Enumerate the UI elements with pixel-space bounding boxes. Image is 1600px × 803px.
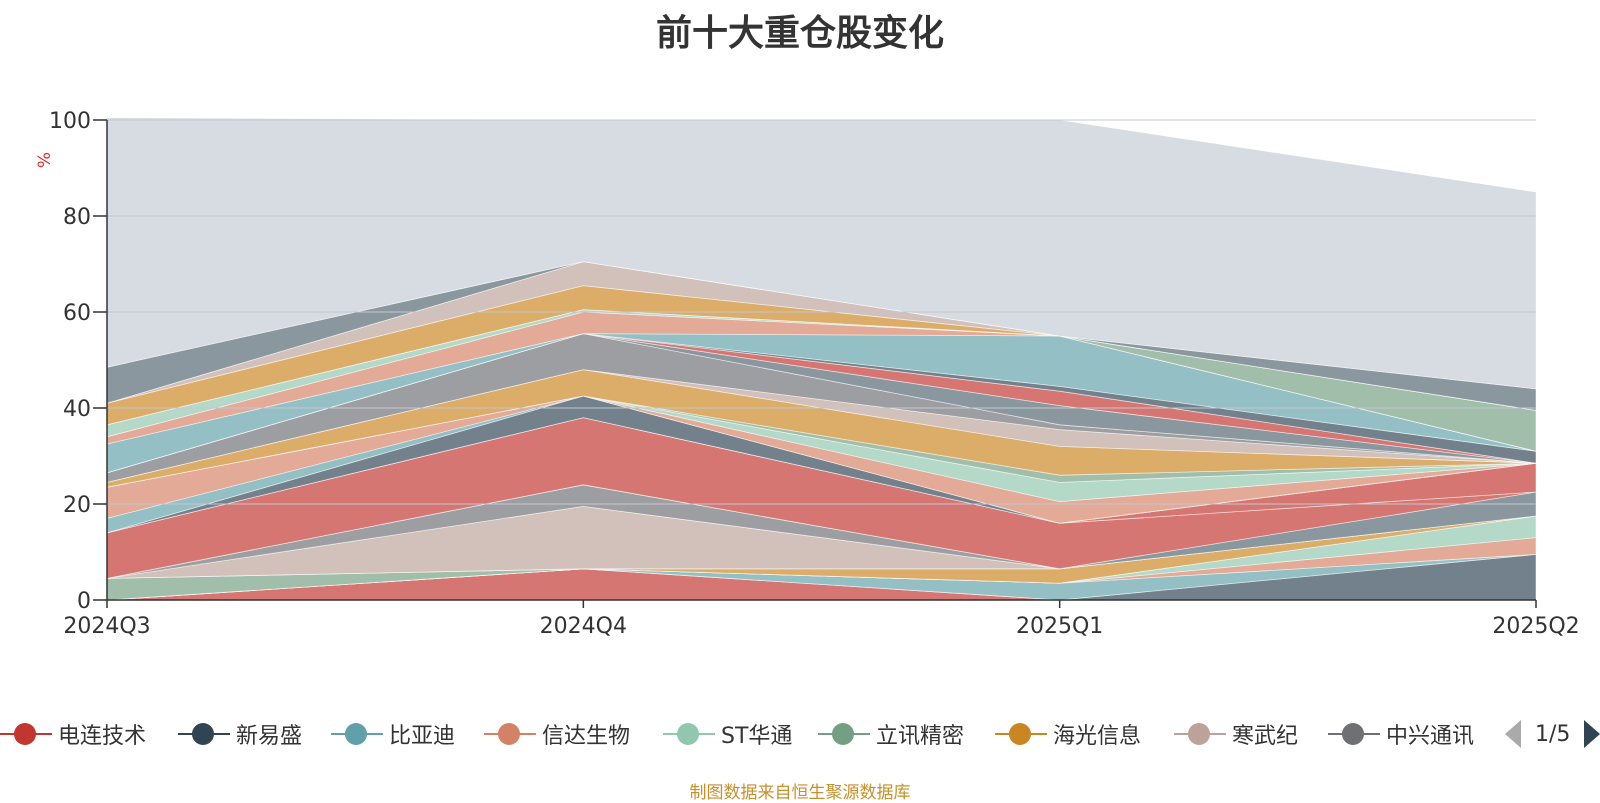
legend-label: 新易盛 (236, 724, 303, 749)
x-tick-label: 2024Q4 (540, 614, 627, 639)
legend-label: 信达生物 (542, 724, 631, 749)
legend: 电连技术 新易盛 比亚迪 信达生物 ST华通 立讯精密 海光信息 寒武纪 中兴通讯 (0, 714, 1600, 754)
area-chart: 0 20 40 60 80 100 2024Q3 2024Q4 2025Q1 2025Q2% (35, 109, 1580, 639)
source-note: 制图数据来自恒生聚源数据库 (689, 783, 911, 803)
legend-prev-arrow-icon[interactable] (1505, 720, 1521, 748)
y-tick-label: 80 (63, 205, 91, 230)
legend-marker-icon (331, 722, 383, 746)
y-tick-label: 100 (49, 109, 91, 134)
legend-item[interactable]: 电连技术 (0, 714, 146, 754)
legend-next-arrow-icon[interactable] (1584, 720, 1600, 748)
chart-areas (106, 117, 1537, 601)
legend-item[interactable]: 立讯精密 (818, 714, 964, 754)
x-tick-label: 2024Q3 (63, 614, 150, 639)
legend-page-indicator: 1/5 (1535, 721, 1571, 747)
legend-marker-icon (1328, 722, 1380, 746)
legend-marker-icon (995, 722, 1047, 746)
legend-item[interactable]: 中兴通讯 (1328, 714, 1474, 754)
legend-marker-icon (484, 722, 536, 746)
legend-item[interactable]: 新易盛 (178, 714, 302, 754)
legend-label: 比亚迪 (389, 724, 456, 749)
x-tick-label: 2025Q1 (1016, 614, 1103, 639)
legend-marker-icon (663, 722, 715, 746)
grid-lines (107, 119, 1536, 505)
legend-pager: 1/5 (1505, 714, 1600, 754)
legend-label: 立讯精密 (876, 724, 965, 749)
legend-item[interactable]: 比亚迪 (331, 714, 455, 754)
legend-label: 中兴通讯 (1386, 724, 1475, 749)
y-tick-label: 40 (63, 397, 91, 422)
y-tick-label: 60 (63, 301, 91, 326)
legend-label: 寒武纪 (1232, 724, 1299, 749)
legend-marker-icon (1174, 722, 1226, 746)
chart-title: 前十大重仓股变化 (655, 13, 944, 54)
legend-marker-icon (0, 722, 52, 746)
legend-marker-icon (178, 722, 230, 746)
legend-item[interactable]: 信达生物 (484, 714, 630, 754)
y-axis-label: % (35, 152, 55, 168)
y-tick-label: 0 (77, 589, 91, 614)
legend-label: 电连技术 (58, 724, 147, 749)
axes: 0 20 40 60 80 100 2024Q3 2024Q4 2025Q1 2025Q2% (35, 109, 1580, 639)
legend-label: 海光信息 (1053, 724, 1142, 749)
legend-item[interactable]: ST华通 (663, 714, 792, 754)
legend-item[interactable]: 寒武纪 (1174, 714, 1298, 754)
legend-label: ST华通 (721, 724, 793, 749)
legend-item[interactable]: 海光信息 (995, 714, 1141, 754)
y-tick-label: 20 (63, 493, 91, 518)
x-tick-label: 2025Q2 (1492, 614, 1579, 639)
legend-marker-icon (818, 722, 870, 746)
